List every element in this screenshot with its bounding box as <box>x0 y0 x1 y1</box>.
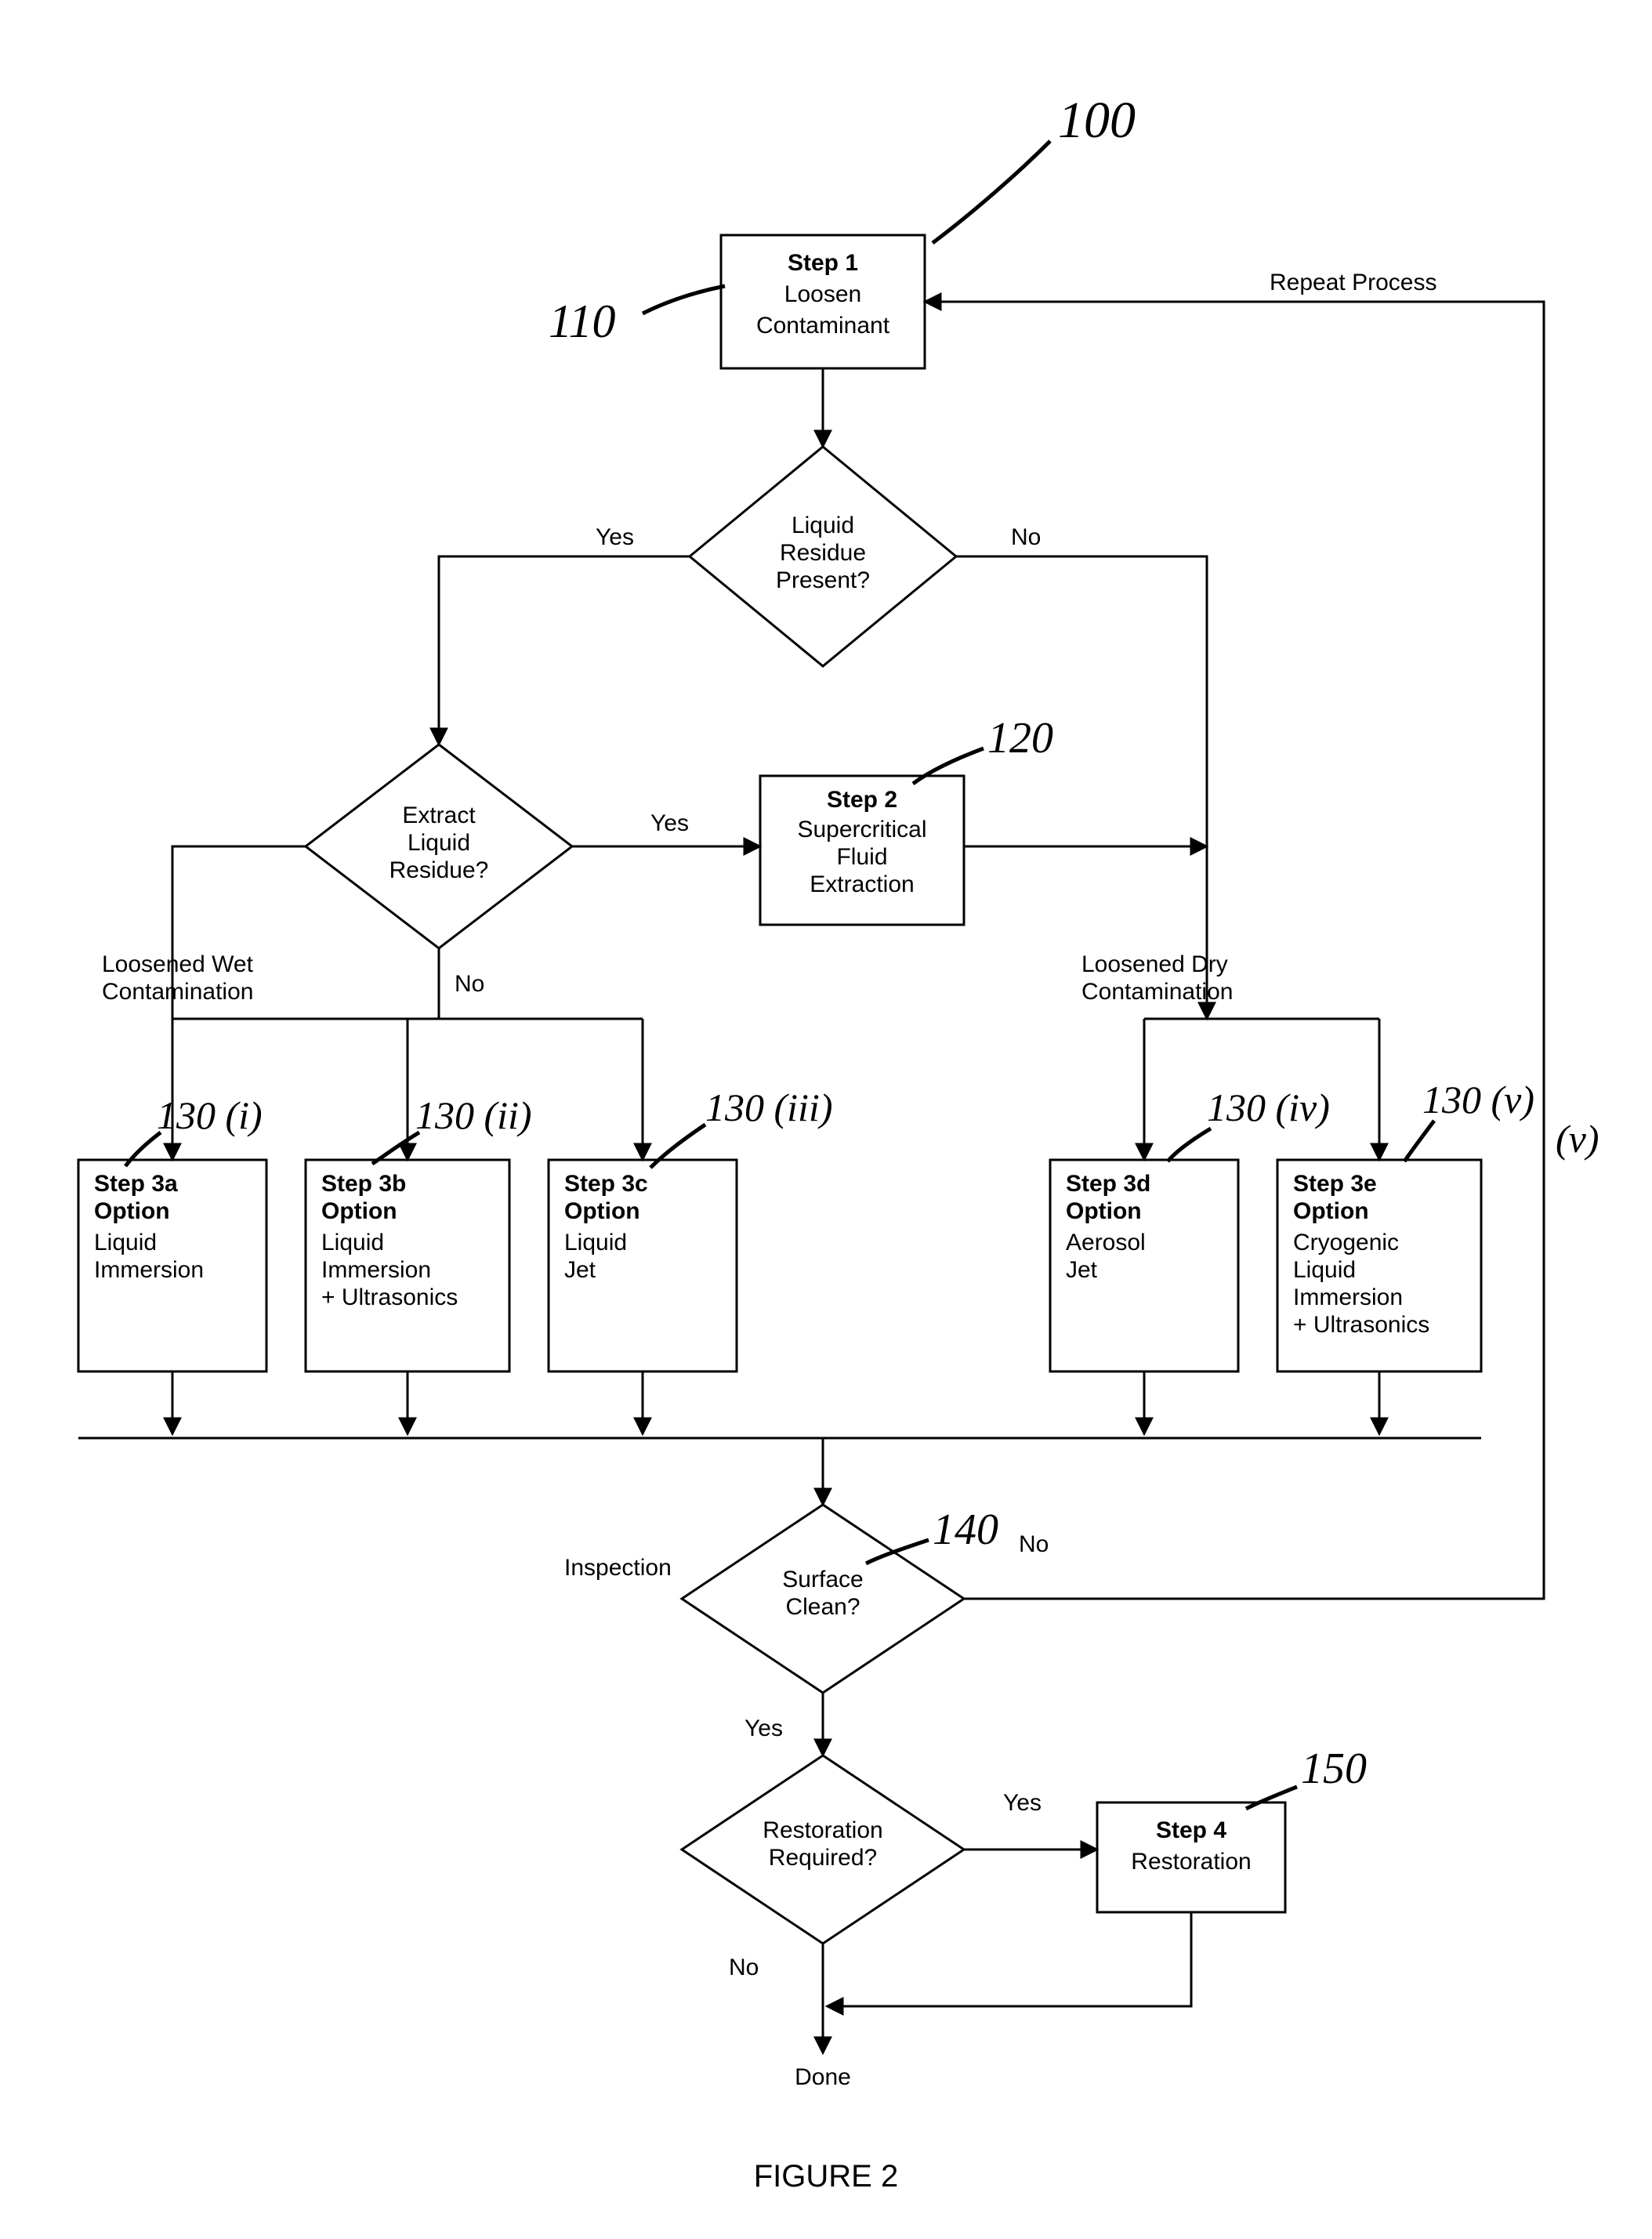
node-step3d: Step 3d Option Aerosol Jet <box>1050 1160 1238 1371</box>
label-loosened-wet-l1: Loosened Wet <box>102 951 254 977</box>
svg-text:Aerosol: Aerosol <box>1066 1230 1146 1255</box>
svg-text:Liquid: Liquid <box>792 513 854 538</box>
svg-text:Immersion: Immersion <box>1293 1284 1403 1310</box>
svg-text:Option: Option <box>564 1198 640 1224</box>
node-step3b: Step 3b Option Liquid Immersion + Ultras… <box>306 1160 509 1371</box>
label-inspection: Inspection <box>564 1555 672 1581</box>
svg-text:Restoration: Restoration <box>763 1817 882 1843</box>
node-decision-surface-clean: Surface Clean? <box>682 1505 964 1693</box>
svg-text:Liquid: Liquid <box>321 1230 384 1255</box>
svg-text:Step 3c: Step 3c <box>564 1171 648 1197</box>
svg-text:Option: Option <box>321 1198 397 1224</box>
annotation-110: 110 <box>549 295 616 347</box>
svg-text:Cryogenic: Cryogenic <box>1293 1230 1399 1255</box>
svg-text:Liquid: Liquid <box>564 1230 627 1255</box>
annotation-130iii: 130 (iii) <box>705 1085 832 1129</box>
annotation-130iv-leader <box>1168 1129 1211 1161</box>
svg-text:Jet: Jet <box>564 1257 596 1283</box>
step2-title: Step 2 <box>827 787 897 813</box>
edge-liquid-yes <box>439 556 690 745</box>
node-step2: Step 2 Supercritical Fluid Extraction <box>760 776 964 925</box>
annotation-right-v: (v) <box>1556 1117 1599 1161</box>
svg-text:Option: Option <box>94 1198 170 1224</box>
svg-text:Supercritical: Supercritical <box>797 817 926 842</box>
svg-text:Liquid: Liquid <box>1293 1257 1356 1283</box>
node-step3c: Step 3c Option Liquid Jet <box>549 1160 737 1371</box>
label-no-1: No <box>1011 524 1041 550</box>
step4-title: Step 4 <box>1156 1817 1226 1843</box>
label-yes-1: Yes <box>596 524 634 550</box>
svg-text:Residue?: Residue? <box>389 857 489 883</box>
label-loosened-wet-l2: Contamination <box>102 979 253 1005</box>
svg-text:Step 3a: Step 3a <box>94 1171 178 1197</box>
svg-text:Required?: Required? <box>769 1845 877 1871</box>
step1-body-l2: Contaminant <box>756 313 890 339</box>
svg-text:+ Ultrasonics: + Ultrasonics <box>1293 1312 1429 1338</box>
annotation-150: 150 <box>1301 1744 1367 1793</box>
svg-text:+ Ultrasonics: + Ultrasonics <box>321 1284 458 1310</box>
label-repeat: Repeat Process <box>1270 270 1436 295</box>
annotation-130i: 130 (i) <box>157 1093 263 1137</box>
annotation-110-leader <box>643 286 725 313</box>
svg-text:Option: Option <box>1293 1198 1369 1224</box>
node-step3e: Step 3e Option Cryogenic Liquid Immersio… <box>1277 1160 1481 1371</box>
svg-text:Extraction: Extraction <box>810 871 914 897</box>
label-yes-4: Yes <box>1003 1790 1042 1816</box>
annotation-100: 100 <box>1058 92 1136 149</box>
node-step3a: Step 3a Option Liquid Immersion <box>78 1160 266 1371</box>
edge-step4-to-done <box>827 1912 1191 2006</box>
node-step1: Step 1 Loosen Contaminant <box>721 235 925 368</box>
step1-title: Step 1 <box>788 250 858 276</box>
label-no-3: No <box>1019 1531 1049 1557</box>
label-loosened-dry-l1: Loosened Dry <box>1081 951 1228 977</box>
label-yes-2: Yes <box>650 810 689 836</box>
svg-text:Immersion: Immersion <box>94 1257 204 1283</box>
svg-text:Option: Option <box>1066 1198 1142 1224</box>
edge-clean-no-repeat <box>925 302 1544 1599</box>
svg-text:Immersion: Immersion <box>321 1257 431 1283</box>
node-decision-liquid-residue: Liquid Residue Present? <box>690 447 956 666</box>
label-loosened-dry-l2: Contamination <box>1081 979 1233 1005</box>
svg-text:Step 3d: Step 3d <box>1066 1171 1150 1197</box>
annotation-130v-leader <box>1404 1121 1434 1161</box>
node-done: Done <box>795 2064 851 2090</box>
edge-liquid-no <box>956 556 1207 1019</box>
svg-text:Liquid: Liquid <box>408 830 470 856</box>
node-decision-restoration: Restoration Required? <box>682 1755 964 1944</box>
svg-text:Extract: Extract <box>402 802 476 828</box>
svg-text:Clean?: Clean? <box>785 1594 860 1620</box>
svg-text:Surface: Surface <box>782 1567 863 1592</box>
node-step4: Step 4 Restoration <box>1097 1802 1285 1912</box>
figure-caption: FIGURE 2 <box>754 2159 898 2194</box>
svg-text:Jet: Jet <box>1066 1257 1098 1283</box>
node-decision-extract: Extract Liquid Residue? <box>306 745 572 948</box>
svg-text:Liquid: Liquid <box>94 1230 157 1255</box>
annotation-100-leader <box>933 141 1050 243</box>
svg-text:Step 3b: Step 3b <box>321 1171 406 1197</box>
annotation-130v: 130 (v) <box>1422 1078 1534 1121</box>
annotation-130iv: 130 (iv) <box>1207 1085 1330 1129</box>
annotation-120: 120 <box>987 714 1053 763</box>
annotation-130ii: 130 (ii) <box>415 1093 532 1137</box>
flowchart: Step 1 Loosen Contaminant Liquid Residue… <box>0 0 1652 2239</box>
label-no-4: No <box>729 1955 759 1980</box>
svg-text:Fluid: Fluid <box>836 844 887 870</box>
label-yes-3: Yes <box>744 1715 783 1741</box>
svg-text:Step 3e: Step 3e <box>1293 1171 1377 1197</box>
step4-body: Restoration <box>1131 1849 1251 1875</box>
svg-text:Present?: Present? <box>776 567 870 593</box>
label-no-2: No <box>455 971 484 997</box>
svg-text:Residue: Residue <box>780 540 866 566</box>
svg-text:Step 1: Step 1 <box>788 250 858 276</box>
annotation-140: 140 <box>933 1505 998 1554</box>
step1-body-l1: Loosen <box>784 281 861 307</box>
